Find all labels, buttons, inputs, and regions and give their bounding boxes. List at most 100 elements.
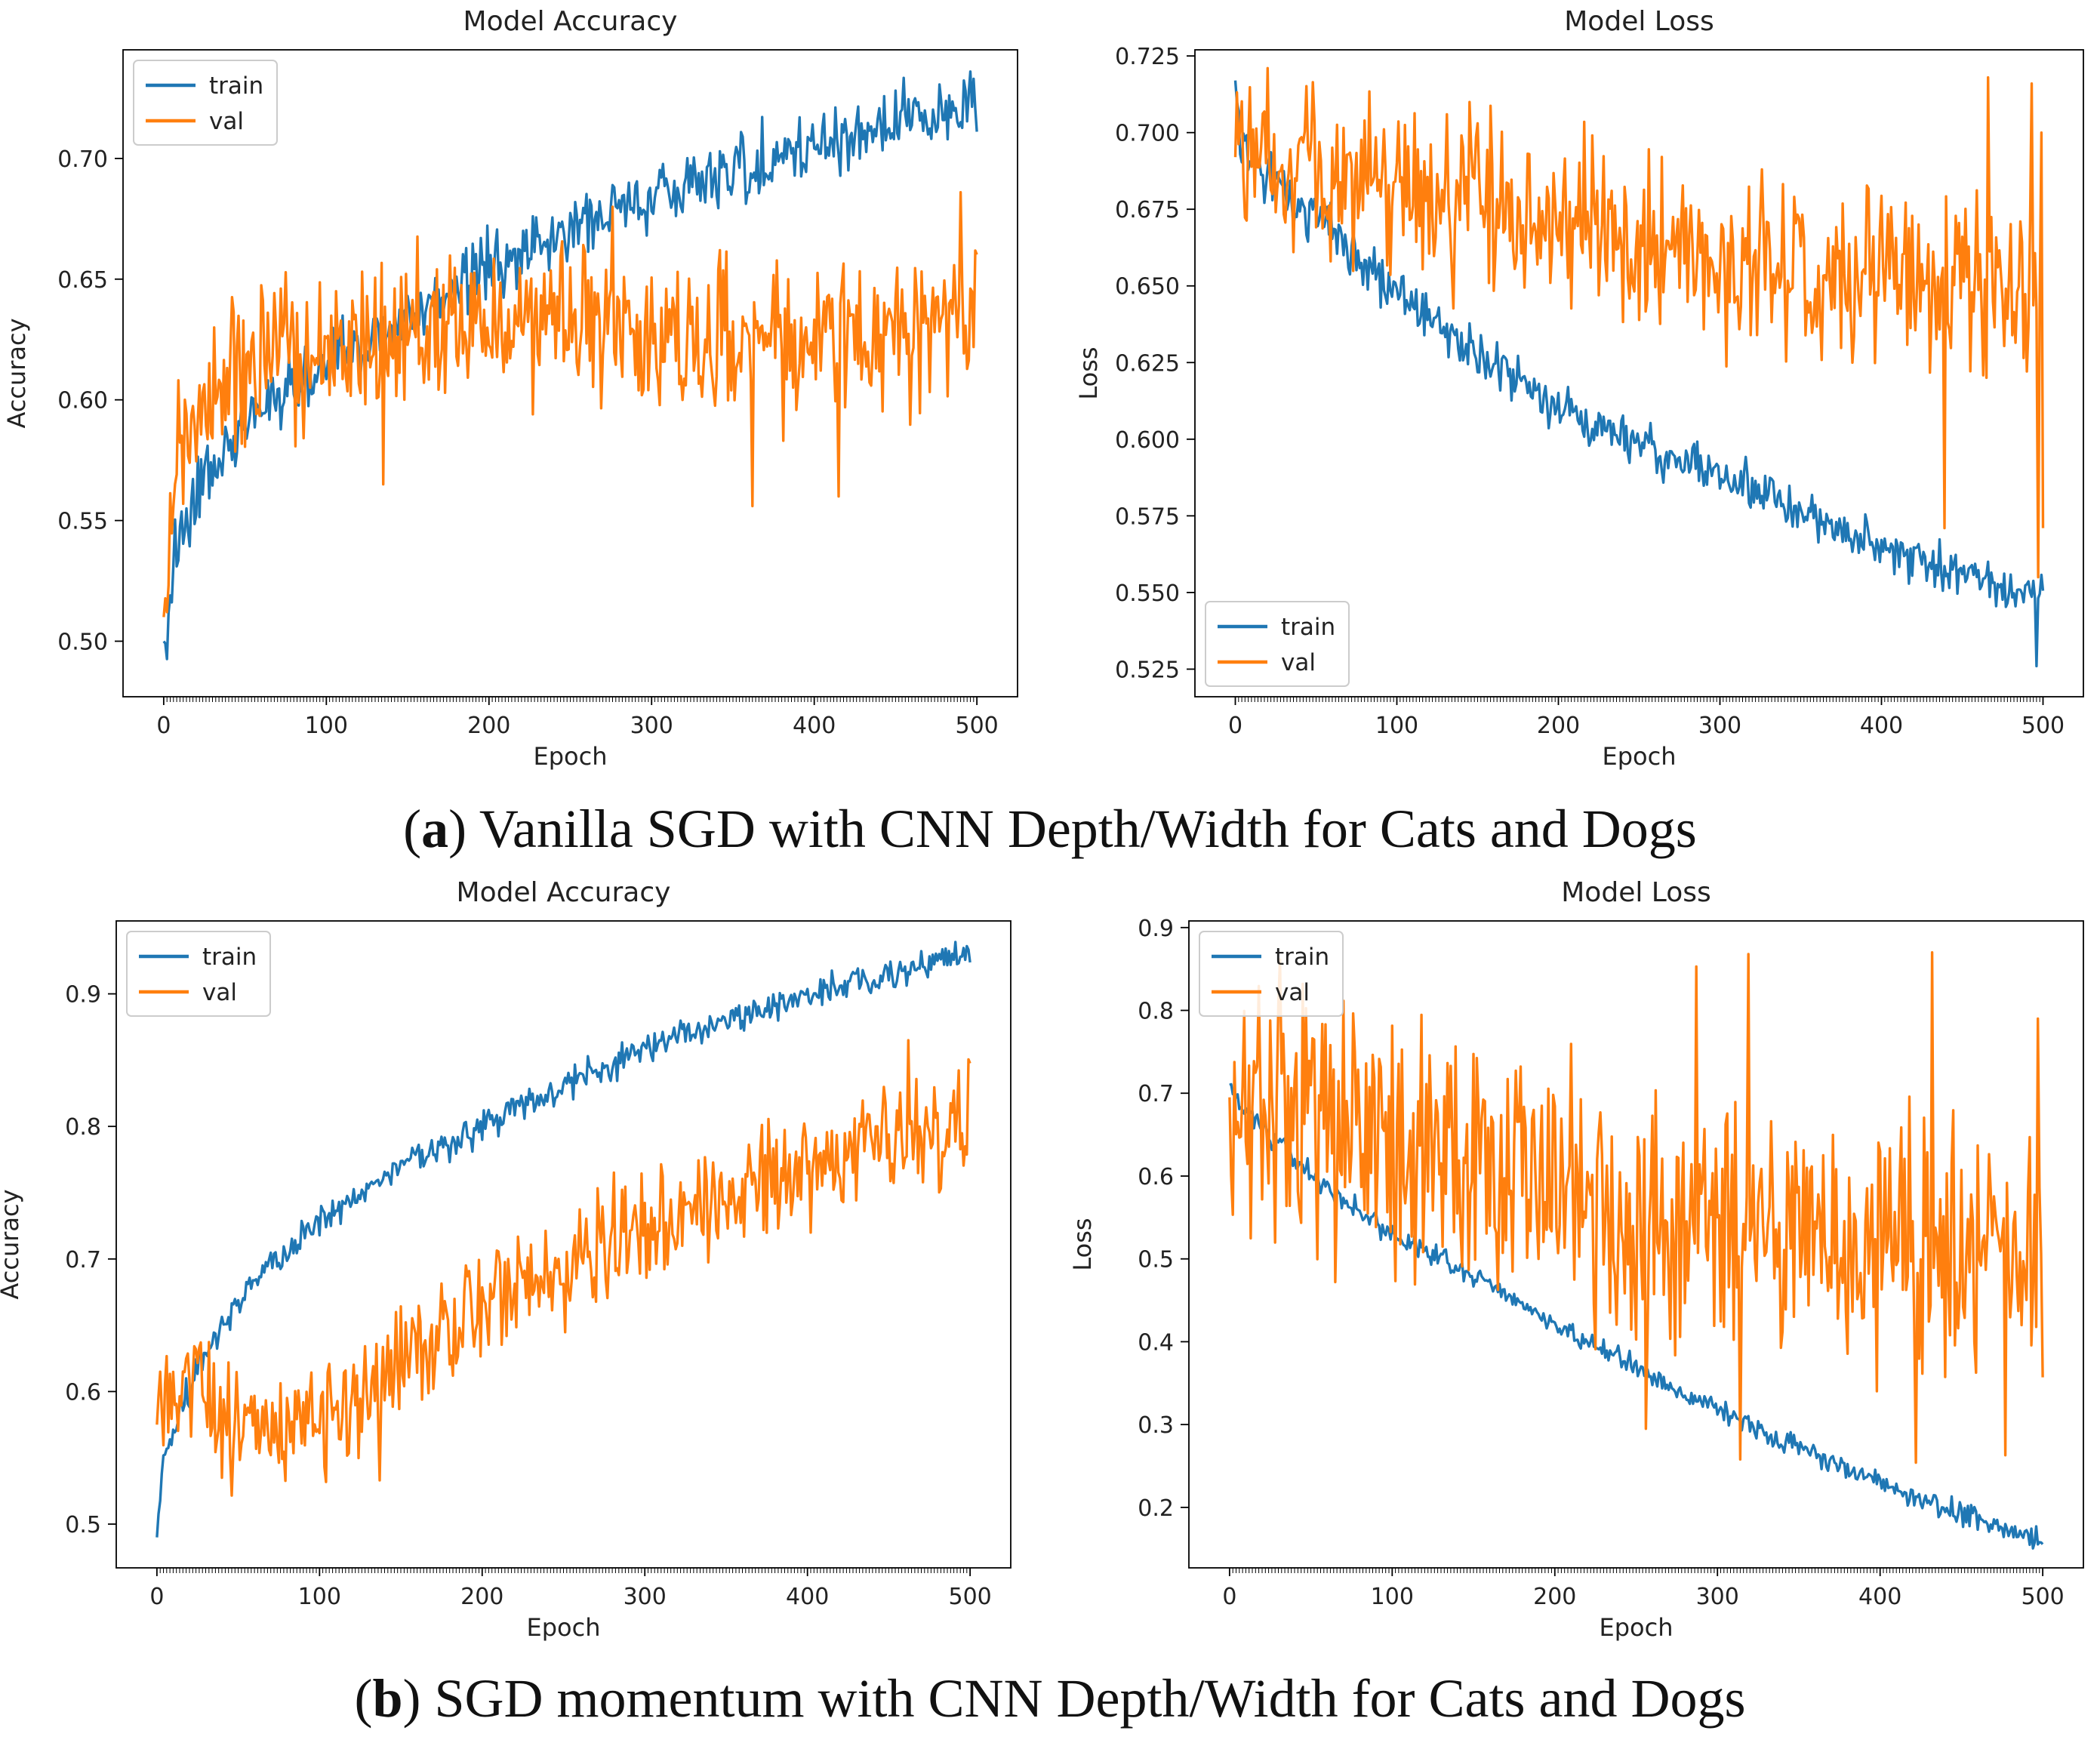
y-tick-label: 0.6 xyxy=(1138,1164,1174,1190)
x-tick-label: 500 xyxy=(2021,1584,2065,1610)
legend-label-train: train xyxy=(1281,614,1335,641)
y-axis-label: Loss xyxy=(1068,1218,1097,1270)
x-tick-label: 300 xyxy=(1696,1584,1739,1610)
x-tick-label: 100 xyxy=(305,713,348,739)
x-minor-ticks xyxy=(163,697,978,702)
y-tick-label: 0.4 xyxy=(1138,1329,1174,1356)
x-tick-label: 400 xyxy=(793,713,836,739)
chart-title: Model Accuracy xyxy=(463,6,678,37)
chart-title: Model Accuracy xyxy=(457,877,671,908)
x-tick-label: 0 xyxy=(1222,1584,1236,1610)
x-tick-label: 500 xyxy=(956,713,999,739)
x-tick-label: 100 xyxy=(1371,1584,1414,1610)
y-tick-label: 0.60 xyxy=(57,388,108,414)
y-axis-label: Accuracy xyxy=(2,318,31,428)
x-tick-label: 300 xyxy=(630,713,673,739)
chart-b-accuracy: Model Accuracy 0 100 200 300 400 500 0.5 0.6 0.7 0… xyxy=(0,877,1012,1642)
y-tick-label: 0.625 xyxy=(1115,350,1180,377)
caption-b-text: SGD momentum with CNN Depth/Width for Ca… xyxy=(434,1668,1746,1729)
legend-label-train: train xyxy=(202,944,257,971)
legend-box xyxy=(133,60,278,146)
plot-area xyxy=(1195,50,2083,697)
y-tick-label: 0.600 xyxy=(1115,427,1180,454)
y-tick-label: 0.9 xyxy=(65,982,101,1008)
chart-b-loss: Model Loss 0 100 200 300 400 500 0.2 0.3 0.4 0.5 0.… xyxy=(1068,877,2084,1642)
series-line-val xyxy=(155,1039,971,1497)
chart-a-accuracy: Model Accuracy 0 100 200 300 400 500 0.50 0.55 0.… xyxy=(2,6,1018,771)
series-line-val xyxy=(162,191,978,617)
x-tick-label: 200 xyxy=(467,713,510,739)
legend: train val xyxy=(1199,931,1344,1017)
x-tick-label: 300 xyxy=(1698,713,1741,739)
x-tick-label: 400 xyxy=(786,1584,829,1610)
series-line-val xyxy=(1228,951,2044,1464)
y-tick-label: 0.2 xyxy=(1138,1495,1174,1522)
legend-label-val: val xyxy=(209,108,244,135)
caption-a-text: Vanilla SGD with CNN Depth/Width for Cat… xyxy=(479,799,1697,859)
x-axis-label: Epoch xyxy=(534,742,608,771)
y-tick-label: 0.675 xyxy=(1115,197,1180,223)
y-tick-label: 0.55 xyxy=(57,509,108,535)
caption-a: (a) Vanilla SGD with CNN Depth/Width for… xyxy=(403,799,1697,859)
y-axis-label: Loss xyxy=(1074,346,1103,399)
legend-label-val: val xyxy=(202,979,237,1006)
y-tick-label: 0.65 xyxy=(57,267,108,294)
x-tick-label: 400 xyxy=(1858,1584,1901,1610)
y-tick-label: 0.6 xyxy=(65,1379,101,1406)
y-tick-label: 0.525 xyxy=(1115,657,1180,683)
x-minor-ticks xyxy=(156,1568,971,1573)
y-tick-label: 0.9 xyxy=(1138,916,1174,942)
chart-title: Model Loss xyxy=(1561,877,1711,908)
y-tick-label: 0.8 xyxy=(65,1114,101,1141)
legend-label-val: val xyxy=(1275,979,1310,1006)
x-tick-label: 500 xyxy=(2021,713,2065,739)
caption-b-letter: b xyxy=(372,1668,403,1729)
x-axis-label: Epoch xyxy=(1600,1613,1674,1642)
series-line-train xyxy=(155,941,971,1538)
legend-box xyxy=(1205,601,1350,687)
x-tick-label: 100 xyxy=(298,1584,341,1610)
y-tick-label: 0.725 xyxy=(1115,44,1180,70)
x-minor-ticks xyxy=(1235,697,2043,702)
series-group xyxy=(1233,66,2045,668)
x-tick-label: 500 xyxy=(949,1584,992,1610)
x-tick-label: 400 xyxy=(1860,713,1903,739)
chart-title: Model Loss xyxy=(1564,6,1714,37)
x-tick-label: 0 xyxy=(1228,713,1242,739)
legend-box xyxy=(1199,931,1344,1017)
series-group xyxy=(162,70,978,661)
y-tick-label: 0.70 xyxy=(57,146,108,173)
y-tick-label: 0.3 xyxy=(1138,1412,1174,1439)
y-tick-label: 0.550 xyxy=(1115,580,1180,607)
legend-label-train: train xyxy=(1275,944,1329,971)
series-line-train xyxy=(1233,80,2045,668)
legend-box xyxy=(126,931,271,1017)
legend: train val xyxy=(133,60,278,146)
series-line-train xyxy=(1229,1082,2044,1550)
plot-area xyxy=(116,921,1011,1568)
caption-a-letter: a xyxy=(421,799,449,859)
y-tick-label: 0.5 xyxy=(1138,1247,1174,1273)
caption-b: (b) SGD momentum with CNN Depth/Width fo… xyxy=(354,1668,1746,1729)
y-tick-label: 0.5 xyxy=(65,1512,101,1538)
x-axis-label: Epoch xyxy=(527,1613,601,1642)
x-minor-ticks xyxy=(1229,1568,2043,1573)
legend-label-val: val xyxy=(1281,649,1316,676)
x-tick-label: 300 xyxy=(624,1584,667,1610)
x-axis-label: Epoch xyxy=(1603,742,1677,771)
x-tick-label: 0 xyxy=(149,1584,164,1610)
x-tick-label: 0 xyxy=(156,713,171,739)
y-axis-label: Accuracy xyxy=(0,1189,24,1299)
y-tick-label: 0.650 xyxy=(1115,274,1180,300)
y-tick-label: 0.8 xyxy=(1138,999,1174,1025)
series-group xyxy=(155,941,971,1538)
y-tick-label: 0.700 xyxy=(1115,121,1180,147)
y-tick-label: 0.575 xyxy=(1115,503,1180,530)
x-tick-label: 200 xyxy=(1533,1584,1576,1610)
legend-label-train: train xyxy=(209,72,263,100)
series-group xyxy=(1228,951,2044,1550)
series-line-val xyxy=(1233,66,2045,579)
chart-a-loss: Model Loss 0 100 200 300 400 500 0.525 0.550 0.57… xyxy=(1074,6,2084,771)
x-tick-label: 100 xyxy=(1375,713,1418,739)
